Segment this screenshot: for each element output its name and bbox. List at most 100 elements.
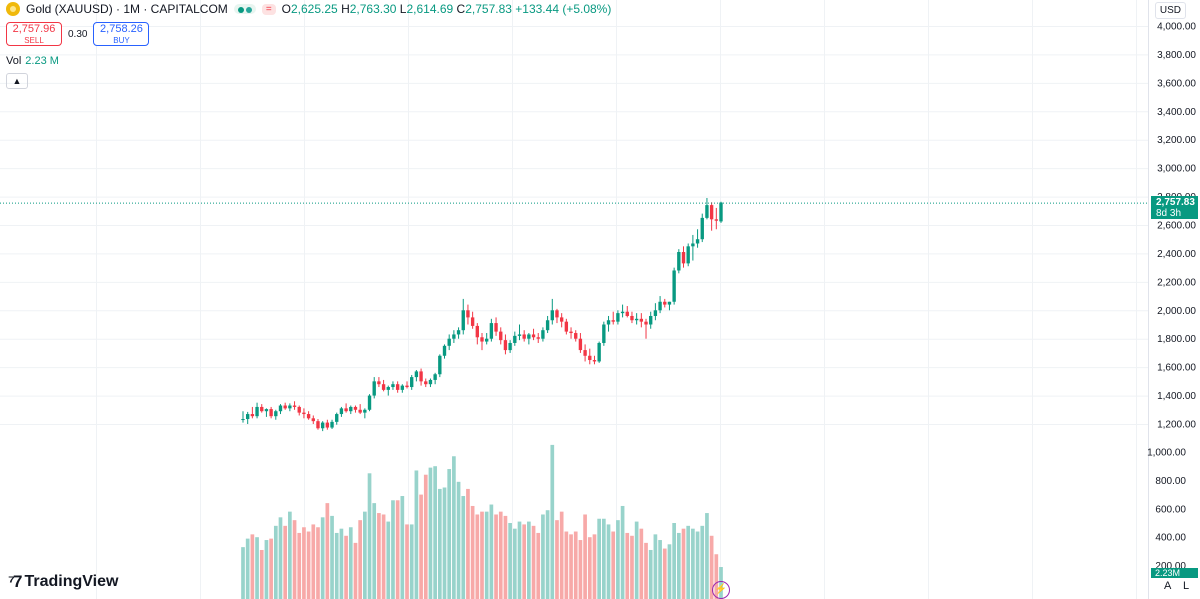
volume-bar: [367, 473, 372, 599]
candle-body: [428, 379, 433, 385]
candle-body: [395, 384, 400, 390]
volume-bar: [480, 511, 484, 599]
candle-body: [410, 377, 414, 388]
candle-body: [639, 318, 644, 322]
market-status[interactable]: [233, 4, 256, 14]
volume-bar: [714, 554, 719, 599]
volume-bar: [381, 514, 386, 599]
volume-bar: [297, 532, 302, 599]
price-tick-label: 2,600.00: [1157, 221, 1196, 232]
candle-body: [246, 414, 250, 420]
candle-body: [278, 405, 283, 412]
log-scale-button[interactable]: L: [1183, 580, 1190, 592]
candle-body: [714, 219, 718, 221]
volume-bar: [316, 527, 320, 599]
volume-bar: [634, 521, 639, 599]
price-tick-label: 2,000.00: [1157, 306, 1196, 317]
volume-bar: [311, 524, 316, 599]
candle-body: [419, 371, 423, 382]
volume-bar: [484, 511, 489, 599]
volume-bar: [691, 528, 695, 599]
volume-bar: [259, 549, 264, 599]
volume-bar: [433, 466, 437, 599]
price-tick-label: 4,000.00: [1157, 22, 1196, 33]
candle-body: [719, 202, 723, 222]
candle-body: [672, 270, 676, 302]
volume-bar: [466, 488, 470, 599]
volume-bar: [606, 524, 611, 599]
candle-body: [447, 338, 451, 346]
volume-bar: [456, 481, 461, 599]
symbol-title[interactable]: Gold (XAUUSD) · 1M · CAPITALCOM: [26, 2, 228, 16]
candle-body: [494, 323, 498, 332]
candle-body: [545, 320, 550, 331]
candle-body: [564, 321, 569, 332]
price-tick-label: 3,600.00: [1157, 78, 1196, 89]
price-tick-label: 2,400.00: [1157, 249, 1196, 260]
candle-body: [569, 331, 573, 334]
lightning-icon[interactable]: ⚡: [712, 581, 730, 599]
candle-body: [274, 411, 278, 417]
candle-body: [531, 334, 536, 338]
candle-body: [475, 325, 479, 338]
volume-bar: [536, 532, 541, 599]
volume-bar: [662, 548, 667, 599]
volume-bar: [700, 525, 705, 599]
volume-bar: [339, 528, 344, 599]
volume-bar: [419, 494, 423, 599]
volume-bar: [508, 523, 512, 599]
sell-button[interactable]: 2,757.96 SELL: [6, 22, 62, 46]
volume-bar: [447, 469, 452, 599]
volume-bar: [498, 511, 503, 599]
volume-bar: [395, 500, 400, 599]
candle-body: [367, 395, 372, 410]
volume-bar: [569, 534, 573, 599]
candle-body: [400, 385, 405, 390]
volume-bar: [348, 527, 353, 599]
volume-bar: [302, 527, 306, 599]
candle-body: [709, 205, 714, 220]
volume-bar: [264, 540, 269, 599]
volume-bar: [494, 514, 498, 599]
candle-body: [503, 340, 508, 351]
currency-selector[interactable]: USD: [1154, 2, 1186, 19]
volume-bar: [564, 531, 569, 599]
candle-body: [485, 338, 489, 342]
volume-bar: [278, 517, 283, 599]
chevron-up-icon[interactable]: ▲: [6, 73, 28, 89]
indicator-toggle[interactable]: =: [261, 3, 276, 15]
candle-body: [489, 323, 494, 339]
ohlc-values: O2,625.25 H2,763.30 L2,614.69 C2,757.83 …: [281, 2, 612, 16]
candle-body: [588, 355, 592, 361]
volume-bar: [405, 524, 409, 599]
candle-body: [616, 313, 620, 322]
candle-body: [349, 406, 353, 412]
spread-value: 0.30: [68, 28, 88, 40]
volume-bar: [602, 518, 606, 599]
volume-bar: [330, 515, 334, 599]
volume-bar: [625, 532, 630, 599]
volume-tick-label: 200.00: [1155, 561, 1186, 572]
candle-body: [386, 387, 390, 390]
candle-body: [306, 414, 311, 419]
candle-body: [339, 408, 344, 415]
volume-bar: [653, 534, 658, 599]
candle-body: [536, 337, 540, 339]
candle-body: [377, 381, 381, 385]
volume-bar: [709, 535, 714, 599]
buy-button[interactable]: 2,758.26 BUY: [93, 22, 150, 46]
candle-body: [316, 421, 320, 429]
auto-scale-button[interactable]: A: [1164, 580, 1172, 592]
price-axis[interactable]: 4,000.00 3,800.00 3,600.00 3,400.00 3,200.00…: [1157, 22, 1196, 431]
volume-bar: [620, 505, 625, 599]
tradingview-logo[interactable]: ⁷7 TradingView: [8, 572, 119, 591]
candle-body: [381, 384, 386, 390]
volume-bar: [583, 514, 587, 599]
volume-bar: [414, 470, 419, 599]
volume-bar: [334, 532, 339, 599]
volume-bar: [686, 525, 691, 599]
candle-body: [292, 405, 297, 407]
grid-lines: [0, 0, 1148, 599]
volume-bar: [545, 510, 550, 599]
